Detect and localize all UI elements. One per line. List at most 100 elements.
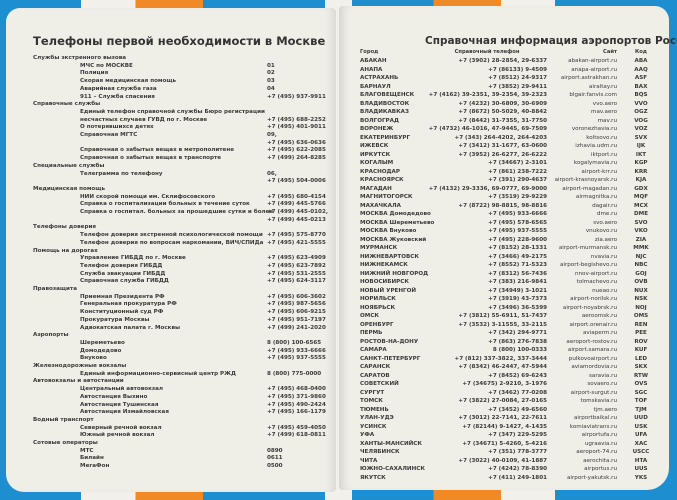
airport-phone: +7 (3012) 22-7141, 22-7611	[458, 415, 547, 421]
airport-code: KUF	[634, 347, 648, 353]
airport-code: YKS	[634, 474, 648, 481]
airport-phone: +7 (3022) 40-0109, 41-1887	[458, 457, 547, 464]
service-name: несчастных случаев ГУВД по г. Москве	[80, 116, 208, 123]
airport-code: GDX	[634, 185, 648, 192]
section-header: Телефоны доверия	[33, 224, 96, 231]
section-header: Правозащита	[33, 286, 77, 292]
airport-site: airport-krasnoyarsk.ru	[554, 177, 617, 183]
airport-site: tolmachevo.ru	[576, 279, 617, 285]
page-title: Справочная информация аэропортов России	[425, 35, 677, 47]
section-header: Автовокзалы и автостанции	[33, 378, 124, 385]
airport-site: ugraavia.ru	[584, 440, 617, 447]
airport-city: НОВОСИБИРСК	[360, 279, 409, 285]
right-page: Справочная информация аэропортов России …	[339, 6, 677, 490]
airport-site: vvo.aero	[592, 100, 617, 107]
phone-number: +7 (495) 688-2252	[267, 116, 326, 123]
airport-city: МАХАЧКАЛА	[360, 202, 401, 209]
airport-phone: +7 (8342) 46-2447, 47-5944	[458, 364, 547, 370]
airport-site: aviamordovia.ru	[571, 364, 617, 370]
service-name: Телефон доверия по вопросам наркомании, …	[80, 239, 264, 246]
phone-number: +7 (495) 504-0006	[267, 178, 326, 185]
airport-site: komiaviatrans.ru	[569, 423, 617, 430]
airport-site: airportbaikal.ru	[573, 415, 617, 421]
airport-city: ХАНТЫ-МАНСИЙСК	[360, 440, 422, 447]
airport-city: МОСКВА Шереметьево	[360, 219, 435, 226]
service-name: 911 – Служба спасения	[80, 93, 155, 100]
airport-site: dme.ru	[596, 211, 617, 217]
section-header: Водный транспорт	[33, 416, 94, 423]
airport-city: ТОМСК	[360, 398, 383, 404]
airport-phone: +7 (3462) 77-0208	[488, 389, 547, 396]
phone-number: 06,	[267, 170, 277, 177]
airport-site: nvavia.ru	[590, 253, 617, 260]
airport-code: NJC	[635, 253, 647, 260]
phone-number: 04	[267, 85, 275, 92]
airport-city: ПЕРМЬ	[360, 330, 383, 336]
airport-phone: +7 (495) 578-6565	[488, 219, 547, 226]
airport-city: УЛАН-УДЭ	[360, 415, 394, 421]
airport-phone: +7 (4732) 46-1016, 47-9445, 69-7509	[428, 126, 547, 132]
airport-code: OVS	[634, 381, 648, 387]
airport-code: VOG	[634, 117, 648, 124]
airport-code: BQS	[634, 92, 648, 98]
airport-city: МОСКВА Домодедово	[360, 211, 431, 217]
service-name: Домодедово	[80, 347, 122, 354]
phone-number: 03	[267, 78, 275, 85]
airport-phone: +7 (4162) 39-2351, 39-2354, 39-2323	[428, 92, 547, 98]
airport-city: НОВЫЙ УРЕНГОЙ	[360, 287, 417, 294]
airport-phone: +7 (495) 228-9600	[488, 236, 547, 243]
airport-city: МОСКВА Внуково	[360, 228, 417, 234]
airport-code: KRR	[634, 168, 648, 175]
phone-number: +7 (495) 933-6666	[267, 347, 326, 354]
service-name: Автостанция Измайловская	[80, 409, 169, 416]
airport-site: airport.samara.ru	[567, 347, 617, 353]
airport-city: ТЮМЕНЬ	[360, 406, 389, 413]
service-name: Телефон доверия экстренной психологическ…	[80, 232, 263, 239]
airport-city: МАГАДАН	[360, 185, 392, 192]
airport-code: IKT	[635, 151, 647, 158]
service-name: Единый информационно-сервисный центр РЖД	[80, 370, 236, 377]
airport-city: АБАКАН	[360, 58, 387, 64]
phone-number: 8 (800) 775-0000	[267, 370, 322, 377]
service-name: Справка о госпитал. больных за прошедшие…	[80, 209, 274, 215]
service-name: Генеральная прокуратура РФ	[80, 301, 177, 308]
phone-number: +7 (495) 606-3602	[267, 293, 326, 300]
airport-phone: +7 (383) 216-9841	[488, 279, 547, 285]
airport-city: ЕКАТЕРИНБУРГ	[360, 134, 411, 141]
airport-code: MCX	[634, 202, 648, 209]
airport-phone: +7 (3412) 31-1677, 63-0600	[458, 143, 547, 149]
airport-code: SVX	[634, 134, 648, 141]
airport-city: МУРМАНСК	[360, 245, 398, 251]
airport-city: ЮЖНО-САХАЛИНСК	[360, 466, 425, 472]
airport-site: aeroport-74.ru	[576, 449, 617, 455]
phone-number: +7 (499) 445-5766	[267, 201, 326, 208]
airport-site: zia.aero	[594, 236, 617, 243]
airport-site: airaltay.ru	[588, 83, 617, 90]
airport-code: UUS	[634, 466, 648, 472]
airport-phone: +7 (3822) 27-0084, 27-0165	[458, 398, 547, 404]
airport-site: iktport.ru	[590, 151, 617, 158]
phone-number: +7 (495) 636-0636	[267, 139, 326, 146]
section-header: Аэропорты	[33, 332, 69, 339]
phone-number: 09,	[267, 132, 277, 138]
service-name: Единый телефон справочной службы Бюро ре…	[80, 108, 265, 115]
phone-number: +7 (495) 937-5555	[267, 355, 326, 362]
airport-code: ABA	[634, 58, 648, 64]
airport-phone: 8 (800) 100-0333	[492, 347, 547, 353]
phone-number: +7 (499) 618-0811	[267, 432, 326, 439]
service-name: Южный речной вокзал	[80, 432, 155, 439]
airport-city: ЧЕЛЯБИНСК	[360, 449, 400, 455]
airport-code: OGZ	[634, 109, 648, 115]
airport-city: НОРИЛЬСК	[360, 296, 396, 302]
airport-site: svo.aero	[593, 219, 617, 226]
phone-number: 0611	[267, 455, 283, 462]
airport-city: СУРГУТ	[360, 389, 385, 396]
airport-city: ЧИТА	[360, 457, 378, 464]
airport-site: nueao.ru	[592, 287, 617, 294]
phone-number: +7 (495) 421-5555	[267, 239, 326, 246]
airport-code: NOJ	[635, 304, 647, 311]
airport-phone: +7 (4242) 78-8390	[488, 466, 547, 472]
airport-phone: +7 (347) 229-5295	[488, 432, 547, 438]
airport-city: ИЖЕВСК	[360, 143, 389, 149]
section-header: Железнодорожные вокзалы	[33, 363, 127, 369]
